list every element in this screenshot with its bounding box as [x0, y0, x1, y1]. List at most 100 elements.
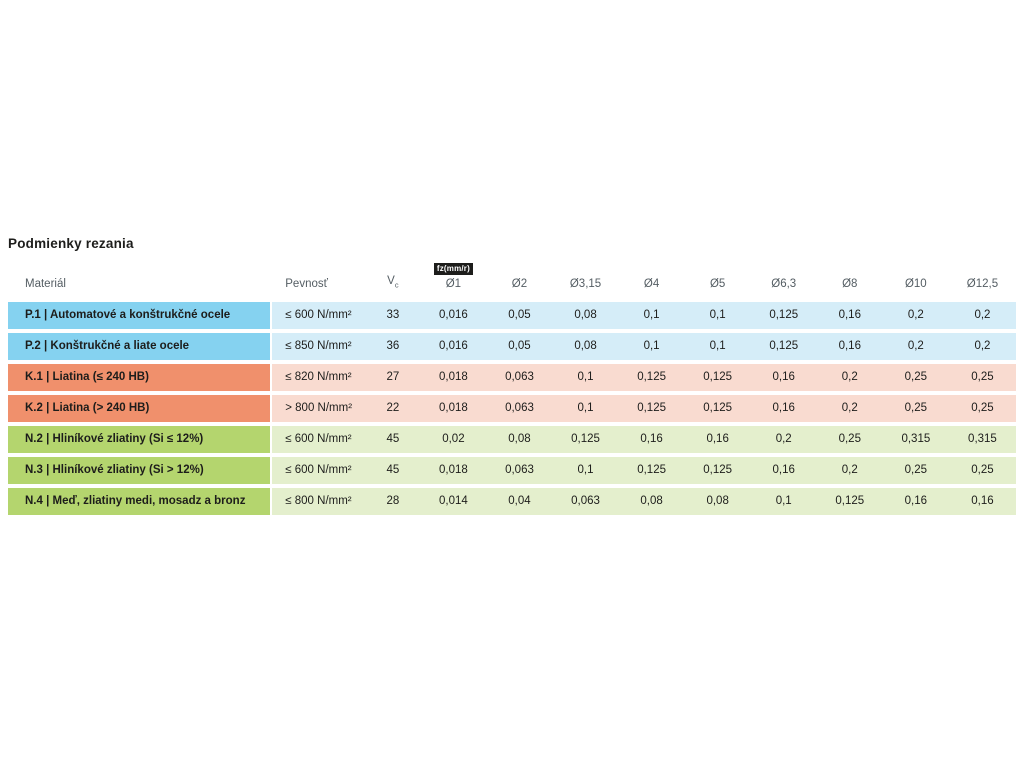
fz-value-cell: 0,125: [618, 363, 685, 391]
fz-value-cell: 0,25: [882, 394, 949, 422]
fz-value-cell: 0,1: [684, 301, 751, 329]
fz-value-cell: 0,2: [816, 456, 883, 484]
vc-cell: 33: [365, 301, 421, 329]
fz-value-cell: 0,2: [882, 332, 949, 360]
fz-value-cell: 0,16: [948, 487, 1016, 515]
fz-value-cell: 0,2: [816, 394, 883, 422]
diameter-label: Ø4: [643, 277, 660, 290]
fz-value-cell: 0,1: [552, 394, 619, 422]
table-row: N.3 | Hliníkové zliatiny (Si > 12%) ≤ 60…: [8, 456, 1016, 484]
fz-value-cell: 0,25: [882, 456, 949, 484]
fz-value-cell: 0,16: [750, 394, 817, 422]
fz-value-cell: 0,1: [552, 456, 619, 484]
material-cell: K.1 | Liatina (≤ 240 HB): [8, 363, 273, 391]
vc-subscript: c: [394, 280, 399, 290]
material-cell: N.4 | Meď, zliatiny medi, mosadz a bronz: [8, 487, 273, 515]
fz-value-cell: 0,08: [552, 332, 619, 360]
table-row: P.2 | Konštrukčné a liate ocele ≤ 850 N/…: [8, 332, 1016, 360]
diameter-column-header: Ø5: [685, 262, 751, 298]
fz-value-cell: 0,014: [420, 487, 487, 515]
fz-value-cell: 0,08: [684, 487, 751, 515]
fz-value-cell: 0,2: [750, 425, 817, 453]
material-cell: P.1 | Automatové a konštrukčné ocele: [8, 301, 273, 329]
fz-value-cell: 0,016: [420, 301, 487, 329]
fz-value-cell: 0,063: [486, 363, 553, 391]
fz-value-cell: 0,1: [618, 301, 685, 329]
fz-value-cell: 0,08: [486, 425, 553, 453]
material-cell: P.2 | Konštrukčné a liate ocele: [8, 332, 273, 360]
fz-value-cell: 0,1: [552, 363, 619, 391]
diameter-column-header: Ø3,15: [553, 262, 619, 298]
pevnost-cell: ≤ 820 N/mm²: [272, 363, 366, 391]
fz-value-cell: 0,063: [552, 487, 619, 515]
fz-value-cell: 0,125: [750, 332, 817, 360]
fz-value-cell: 0,1: [618, 332, 685, 360]
fz-value-cell: 0,08: [552, 301, 619, 329]
vc-cell: 27: [365, 363, 421, 391]
fz-value-cell: 0,018: [420, 394, 487, 422]
pevnost-cell: > 800 N/mm²: [272, 394, 366, 422]
fz-value-cell: 0,018: [420, 456, 487, 484]
pevnost-cell: ≤ 600 N/mm²: [272, 301, 366, 329]
fz-value-cell: 0,315: [948, 425, 1016, 453]
diameter-label: Ø10: [904, 277, 927, 290]
diameter-column-header: fz(mm/r) Ø1: [420, 262, 486, 298]
vc-cell: 45: [365, 456, 421, 484]
diameter-column-header: Ø4: [619, 262, 685, 298]
table-body: P.1 | Automatové a konštrukčné ocele ≤ 6…: [8, 301, 1016, 515]
vc-cell: 28: [365, 487, 421, 515]
fz-value-cell: 0,05: [486, 332, 553, 360]
fz-value-cell: 0,08: [618, 487, 685, 515]
pevnost-cell: ≤ 850 N/mm²: [272, 332, 366, 360]
diameter-column-header: Ø12,5: [949, 262, 1016, 298]
cutting-conditions-table: Materiál Pevnosť Vc fz(mm/r) Ø1 Ø2 Ø3,15 Ø4 Ø…: [8, 258, 1016, 519]
fz-value-cell: 0,25: [948, 363, 1016, 391]
fz-value-cell: 0,125: [618, 456, 685, 484]
fz-value-cell: 0,25: [948, 456, 1016, 484]
fz-value-cell: 0,063: [486, 456, 553, 484]
table-row: K.1 | Liatina (≤ 240 HB) ≤ 820 N/mm² 27 …: [8, 363, 1016, 391]
fz-value-cell: 0,1: [684, 332, 751, 360]
material-cell: N.2 | Hliníkové zliatiny (Si ≤ 12%): [8, 425, 273, 453]
fz-value-cell: 0,125: [618, 394, 685, 422]
fz-value-cell: 0,125: [552, 425, 619, 453]
diameter-column-header: Ø10: [883, 262, 949, 298]
fz-value-cell: 0,018: [420, 363, 487, 391]
vc-cell: 45: [365, 425, 421, 453]
fz-value-cell: 0,2: [816, 363, 883, 391]
pevnost-column-header: Pevnosť: [285, 277, 328, 290]
table-row: N.2 | Hliníkové zliatiny (Si ≤ 12%) ≤ 60…: [8, 425, 1016, 453]
material-column-header: Materiál: [25, 277, 66, 290]
fz-value-cell: 0,25: [948, 394, 1016, 422]
pevnost-cell: ≤ 800 N/mm²: [272, 487, 366, 515]
table-row: P.1 | Automatové a konštrukčné ocele ≤ 6…: [8, 301, 1016, 329]
fz-value-cell: 0,125: [684, 363, 751, 391]
fz-value-cell: 0,16: [750, 363, 817, 391]
diameter-label: Ø1: [445, 277, 462, 290]
diameter-label: Ø5: [709, 277, 726, 290]
diameter-label: Ø3,15: [569, 277, 602, 290]
fz-value-cell: 0,16: [618, 425, 685, 453]
fz-value-cell: 0,04: [486, 487, 553, 515]
fz-unit-badge: fz(mm/r): [433, 262, 473, 275]
fz-value-cell: 0,2: [882, 301, 949, 329]
fz-value-cell: 0,2: [948, 301, 1016, 329]
fz-value-cell: 0,2: [948, 332, 1016, 360]
diameter-label: Ø8: [842, 277, 858, 290]
fz-value-cell: 0,16: [684, 425, 751, 453]
diameter-label: Ø6,3: [771, 277, 797, 290]
table-row: N.4 | Meď, zliatiny medi, mosadz a bronz…: [8, 487, 1016, 515]
vc-column-header: Vc: [365, 262, 420, 298]
vc-cell: 36: [365, 332, 421, 360]
fz-value-cell: 0,02: [420, 425, 487, 453]
diameter-column-header: Ø6,3: [751, 262, 817, 298]
fz-value-cell: 0,125: [750, 301, 817, 329]
fz-value-cell: 0,063: [486, 394, 553, 422]
vc-cell: 22: [365, 394, 421, 422]
material-cell: K.2 | Liatina (> 240 HB): [8, 394, 273, 422]
table-row: K.2 | Liatina (> 240 HB) > 800 N/mm² 22 …: [8, 394, 1016, 422]
fz-value-cell: 0,315: [882, 425, 949, 453]
fz-value-cell: 0,125: [684, 456, 751, 484]
pevnost-cell: ≤ 600 N/mm²: [272, 456, 366, 484]
